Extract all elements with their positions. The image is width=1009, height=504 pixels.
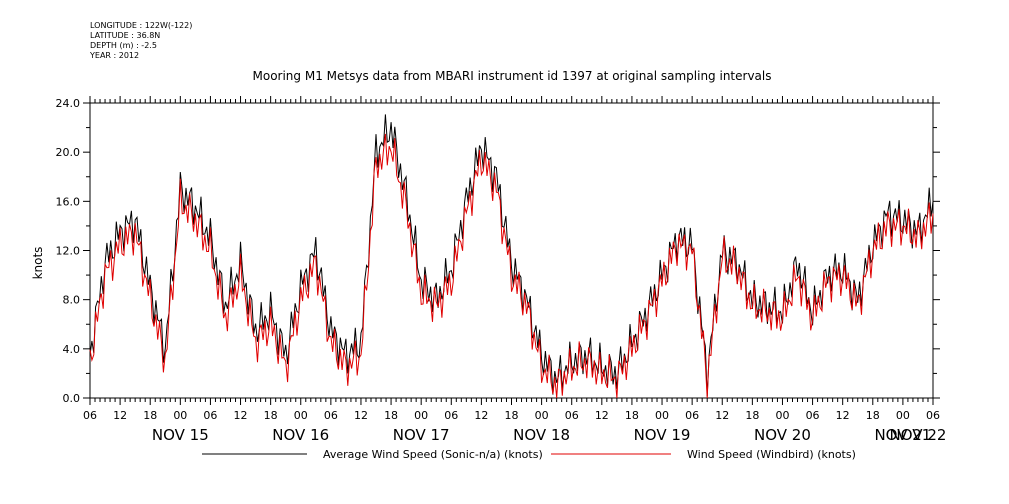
x-hour-label: 00 xyxy=(775,409,789,422)
x-hour-label: 18 xyxy=(625,409,639,422)
x-hour-label: 06 xyxy=(324,409,338,422)
plot-frame xyxy=(89,102,934,399)
y-tick-label: 8.0 xyxy=(63,294,81,307)
year-text: YEAR : 2012 xyxy=(90,51,140,60)
y-axis-label: knots xyxy=(31,247,45,280)
y-tick-label: 20.0 xyxy=(56,146,81,159)
longitude-text: LONGITUDE : 122W(-122) xyxy=(90,21,193,30)
series-line-1 xyxy=(89,133,934,399)
legend-label-0: Average Wind Speed (Sonic-n/a) (knots) xyxy=(323,448,543,461)
x-hour-label: 12 xyxy=(354,409,368,422)
x-date-label: NOV 16 xyxy=(272,426,329,444)
x-hour-label: 06 xyxy=(203,409,217,422)
y-tick-label: 24.0 xyxy=(56,97,81,110)
x-hour-label: 06 xyxy=(685,409,699,422)
legend: Average Wind Speed (Sonic-n/a) (knots) Wi… xyxy=(202,448,856,461)
x-axis: 06 12 18 00 06 12 18 00 06 12 18 00 06 12 18 00 06 12 18 00… xyxy=(83,96,946,444)
x-hour-label: 18 xyxy=(745,409,759,422)
x-hour-label: 06 xyxy=(926,409,940,422)
x-hour-label: 06 xyxy=(565,409,579,422)
x-hour-label: 00 xyxy=(655,409,669,422)
y-tick-label: 0.0 xyxy=(63,392,81,405)
x-hour-label: 12 xyxy=(595,409,609,422)
x-hour-label: 12 xyxy=(234,409,248,422)
metadata-block: LONGITUDE : 122W(-122) LATITUDE : 36.8N … xyxy=(90,21,192,61)
chart-title: Mooring M1 Metsys data from MBARI instru… xyxy=(253,69,772,83)
x-hour-label: 18 xyxy=(264,409,278,422)
x-hour-label: 12 xyxy=(474,409,488,422)
x-hour-label: 06 xyxy=(806,409,820,422)
x-date-label: NOV 20 xyxy=(754,426,811,444)
x-hour-label: 12 xyxy=(715,409,729,422)
x-hour-label: 00 xyxy=(896,409,910,422)
x-date-label: NOV 19 xyxy=(634,426,691,444)
x-hour-label: 00 xyxy=(173,409,187,422)
x-hour-label: 06 xyxy=(83,409,97,422)
x-hour-label: 00 xyxy=(414,409,428,422)
x-date-label: NOV 17 xyxy=(393,426,450,444)
x-hour-label: 18 xyxy=(384,409,398,422)
x-hour-label: 18 xyxy=(143,409,157,422)
latitude-text: LATITUDE : 36.8N xyxy=(90,31,161,40)
x-hour-label: 00 xyxy=(294,409,308,422)
x-hour-label: 12 xyxy=(113,409,127,422)
x-hour-label: 12 xyxy=(836,409,850,422)
series-layer xyxy=(89,114,934,399)
y-tick-label: 4.0 xyxy=(63,343,81,356)
x-hour-label: 00 xyxy=(535,409,549,422)
x-date-label: NOV 22 xyxy=(890,426,947,444)
y-axis: 0.0 4.0 8.0 12.0 16.0 20.0 24.0 xyxy=(56,97,940,405)
x-date-label: NOV 15 xyxy=(152,426,209,444)
x-hour-label: 06 xyxy=(444,409,458,422)
x-date-label: NOV 18 xyxy=(513,426,570,444)
legend-label-1: Wind Speed (Windbird) (knots) xyxy=(687,448,856,461)
series-line-0 xyxy=(89,114,934,397)
x-hour-label: 18 xyxy=(505,409,519,422)
depth-text: DEPTH (m) : -2.5 xyxy=(90,41,157,50)
x-hour-label: 18 xyxy=(866,409,880,422)
y-tick-label: 16.0 xyxy=(56,195,81,208)
x-date-label: NOV 21 xyxy=(874,426,931,444)
y-tick-label: 12.0 xyxy=(56,245,81,258)
